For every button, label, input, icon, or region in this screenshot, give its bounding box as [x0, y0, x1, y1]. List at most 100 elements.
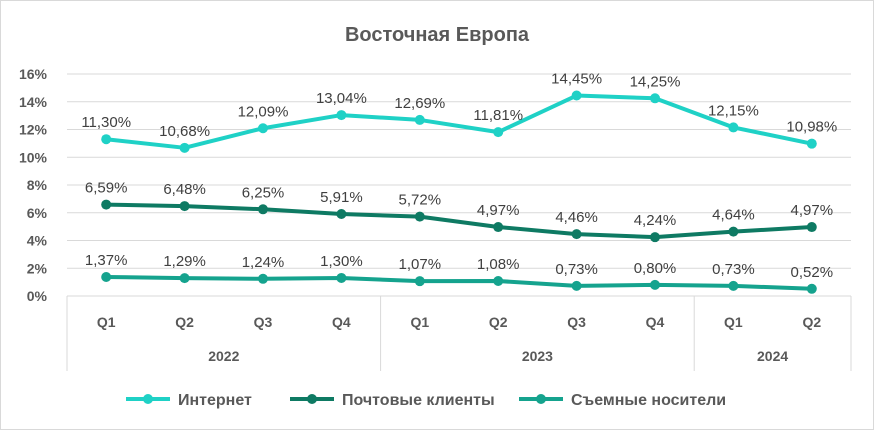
series-line [106, 274, 812, 291]
gridlines [67, 73, 851, 297]
data-point [571, 229, 582, 240]
data-point [414, 114, 425, 125]
x-tick-label: Q2 [489, 314, 508, 330]
data-label: 4,64% [712, 207, 755, 224]
data-point [650, 93, 660, 104]
series-lines [101, 90, 817, 294]
data-point [806, 283, 817, 294]
data-point [101, 271, 112, 282]
data-point [493, 222, 504, 233]
year-group-label: 2022 [208, 348, 239, 364]
data-point [493, 127, 504, 138]
legend-label: Интернет [178, 392, 252, 409]
data-point [571, 280, 582, 291]
year-group-label: 2023 [522, 348, 553, 364]
x-tick-label: Q1 [97, 314, 116, 330]
data-point [571, 90, 582, 101]
data-point [101, 134, 112, 145]
data-label: 1,29% [163, 253, 206, 270]
data-label: 11,30% [81, 114, 131, 131]
x-tick-label: Q3 [254, 314, 273, 330]
legend: Интернет Почтовые клиенты Съемные носители [126, 392, 726, 409]
legend-label: Съемные носители [571, 392, 726, 409]
year-group-label: 2024 [757, 348, 788, 364]
legend-marker [143, 394, 153, 404]
y-tick-label: 14% [19, 94, 48, 110]
data-point [336, 208, 347, 219]
data-label: 4,46% [555, 209, 598, 226]
x-tick-label: Q4 [646, 314, 665, 330]
data-label: 12,15% [708, 102, 759, 119]
data-label: 0,73% [712, 261, 755, 278]
data-point [179, 142, 190, 153]
data-label: 1,07% [399, 256, 442, 273]
data-point [728, 226, 739, 237]
data-point [650, 279, 660, 290]
y-axis-ticks: 0% 2% 4% 6% 8% 10% 12% 14% 16% [19, 66, 48, 304]
data-point [806, 138, 817, 149]
series-line [106, 202, 812, 240]
data-label: 12,09% [238, 103, 289, 120]
data-point [258, 123, 268, 134]
data-labels: 11,30% 10,68% 12,09% 13,04% 12,69% 11,81% 14,4… [81, 71, 837, 281]
data-label: 1,30% [320, 253, 363, 270]
legend-marker [536, 394, 546, 404]
x-tick-label: Q4 [332, 314, 351, 330]
data-point [258, 204, 268, 215]
data-label: 5,72% [399, 192, 442, 209]
data-point [179, 273, 190, 284]
data-point [806, 222, 817, 233]
y-tick-label: 0% [27, 288, 48, 304]
data-point [493, 276, 504, 287]
data-label: 1,24% [242, 254, 285, 271]
x-axis: Q1 Q2 Q3 Q4 Q1 Q2 Q3 Q4 Q1 Q2 2022 2023 2024 [66, 295, 852, 371]
x-tick-label: Q1 [724, 314, 743, 330]
x-tick-label: Q3 [567, 314, 586, 330]
data-point [336, 110, 347, 121]
legend-marker [307, 394, 317, 404]
data-label: 4,24% [634, 212, 677, 229]
data-point [414, 276, 425, 287]
data-label: 1,08% [477, 256, 520, 273]
data-label: 0,52% [791, 264, 834, 281]
chart-title: Восточная Европа [345, 24, 530, 46]
data-label: 4,97% [791, 202, 834, 219]
data-label: 0,73% [555, 261, 598, 278]
data-label: 1,37% [85, 252, 128, 269]
y-tick-label: 6% [27, 205, 48, 221]
data-point [101, 199, 112, 210]
data-label: 6,59% [85, 180, 128, 197]
data-label: 6,25% [242, 184, 285, 201]
data-point [336, 272, 347, 283]
data-label: 5,91% [320, 189, 363, 206]
x-tick-label: Q2 [175, 314, 194, 330]
y-tick-label: 10% [19, 149, 48, 165]
y-tick-label: 12% [19, 122, 48, 138]
data-label: 11,81% [473, 107, 523, 124]
y-tick-label: 8% [27, 177, 48, 193]
data-point [650, 232, 660, 243]
legend-label: Почтовые клиенты [342, 392, 495, 409]
x-tick-label: Q1 [410, 314, 429, 330]
y-tick-label: 2% [27, 260, 48, 276]
data-label: 6,48% [163, 181, 206, 198]
y-tick-label: 4% [27, 233, 48, 249]
data-label: 14,25% [630, 73, 681, 90]
data-point [179, 201, 190, 212]
data-label: 4,97% [477, 202, 520, 219]
data-point [728, 122, 739, 133]
data-label: 14,45% [551, 71, 602, 88]
data-label: 12,69% [394, 95, 445, 112]
x-tick-label: Q2 [802, 314, 821, 330]
data-point [258, 273, 268, 284]
data-label: 0,80% [634, 260, 677, 277]
data-point [728, 280, 739, 291]
y-tick-label: 16% [19, 66, 48, 82]
data-point [414, 211, 425, 222]
data-label: 13,04% [316, 90, 367, 107]
series-line [105, 93, 813, 150]
data-label: 10,68% [159, 123, 210, 140]
data-label: 10,98% [786, 119, 837, 136]
